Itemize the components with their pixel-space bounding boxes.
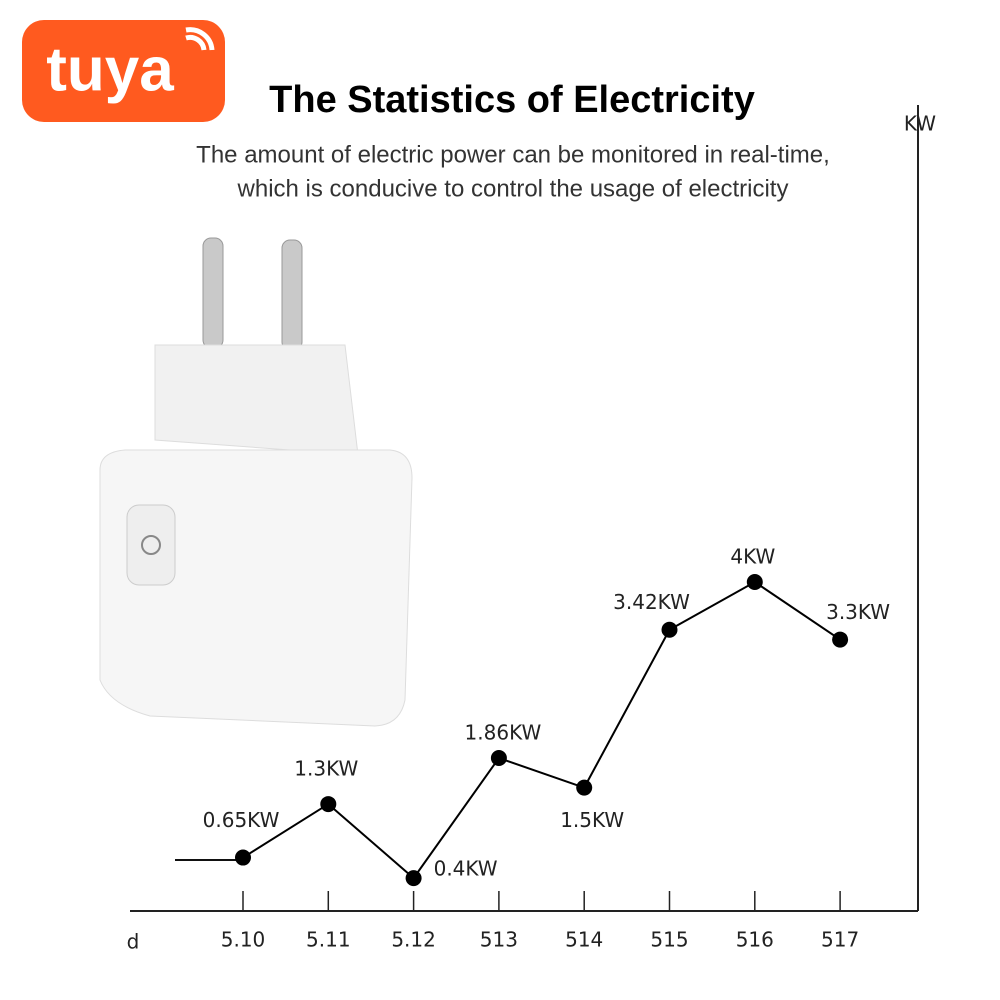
data-point	[405, 870, 422, 887]
value-label: 0.4KW	[434, 857, 498, 881]
plug-illustration	[99, 237, 413, 727]
x-tick-label: 5.12	[391, 928, 436, 952]
logo-badge	[22, 20, 225, 122]
x-tick-label: 513	[480, 928, 518, 952]
value-label: 1.86KW	[465, 721, 542, 745]
x-tick-label: 5.11	[306, 928, 351, 952]
logo-text: tuya	[46, 35, 174, 104]
subtitle: which is conducive to control the usage …	[237, 175, 789, 202]
data-point	[235, 849, 251, 866]
value-label: 3.42KW	[613, 590, 690, 614]
data-point	[661, 621, 678, 638]
value-label: 1.3KW	[294, 757, 358, 781]
x-tick-label: 5.10	[221, 928, 266, 952]
x-tick-label: 517	[821, 928, 859, 952]
x-tick-label: 515	[650, 928, 688, 952]
data-point	[832, 631, 849, 648]
value-label: 3.3KW	[826, 600, 890, 624]
data-point	[320, 796, 337, 813]
logo-wifi	[185, 27, 215, 51]
x-axis-label: d	[127, 930, 140, 954]
title: The Statistics of Electricity	[269, 79, 755, 121]
x-tick-label: 516	[736, 928, 774, 952]
value-label: 1.5KW	[560, 808, 624, 832]
x-tick-label: 514	[565, 928, 603, 952]
data-point	[746, 574, 763, 591]
value-label: 0.65KW	[203, 808, 280, 832]
value-label: 4KW	[730, 545, 775, 569]
data-point	[490, 750, 507, 767]
subtitle: The amount of electric power can be moni…	[196, 141, 830, 168]
y-axis-label: KW	[904, 112, 936, 136]
data-line	[242, 580, 841, 880]
data-point	[576, 779, 593, 796]
